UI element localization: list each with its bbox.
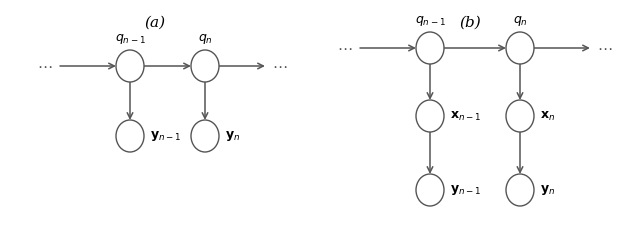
Ellipse shape [506,32,534,64]
Text: $\cdots$: $\cdots$ [337,41,353,55]
Text: $\cdots$: $\cdots$ [597,41,612,55]
Ellipse shape [191,120,219,152]
Text: $\cdots$: $\cdots$ [37,59,52,73]
Text: $q_{n-1}$: $q_{n-1}$ [115,32,145,46]
Ellipse shape [416,174,444,206]
Ellipse shape [506,100,534,132]
Text: $\mathbf{x}_{n}$: $\mathbf{x}_{n}$ [540,109,555,123]
Text: (a): (a) [145,16,166,30]
Ellipse shape [506,174,534,206]
Text: $q_{n-1}$: $q_{n-1}$ [415,14,445,28]
Text: (b): (b) [459,16,481,30]
Text: $\mathbf{y}_{n-1}$: $\mathbf{y}_{n-1}$ [150,129,181,143]
Text: $\mathbf{y}_{n}$: $\mathbf{y}_{n}$ [225,129,240,143]
Ellipse shape [416,32,444,64]
Text: $\mathbf{y}_{n}$: $\mathbf{y}_{n}$ [540,183,556,197]
Ellipse shape [191,50,219,82]
Ellipse shape [116,50,144,82]
Text: $\cdots$: $\cdots$ [272,59,288,73]
Text: $\mathbf{y}_{n-1}$: $\mathbf{y}_{n-1}$ [450,183,481,197]
Ellipse shape [116,120,144,152]
Text: $q_{n}$: $q_{n}$ [198,32,212,46]
Text: $q_{n}$: $q_{n}$ [513,14,527,28]
Text: $\mathbf{x}_{n-1}$: $\mathbf{x}_{n-1}$ [450,109,481,123]
Ellipse shape [416,100,444,132]
